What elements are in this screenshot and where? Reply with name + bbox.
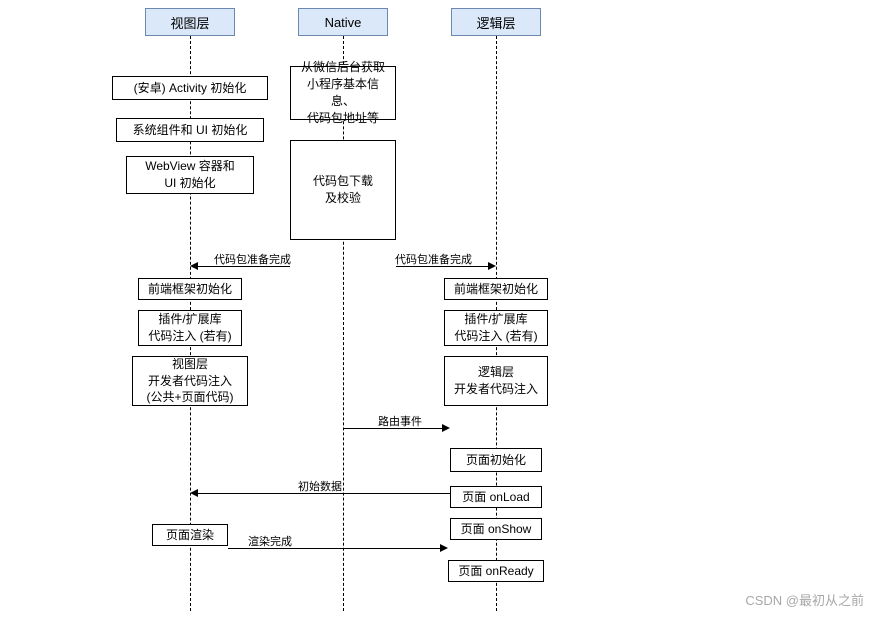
box-fetch-info: 从微信后台获取小程序基本信息、代码包地址等 [290,66,396,120]
watermark: CSDN @最初从之前 [745,590,864,609]
box-line: 逻辑层 [478,365,514,379]
box-line: 开发者代码注入 [454,382,538,396]
box-line: UI 初始化 [164,176,215,190]
box-line: WebView 容器和 [145,159,235,173]
msg-render-done: 渲染完成 [248,533,292,549]
box-activity-init: (安卓) Activity 初始化 [112,76,268,100]
box-line: 代码注入 (若有) [454,329,537,343]
msg-route-event: 路由事件 [378,413,422,429]
box-line: 插件/扩展库 [158,312,221,326]
box-text: 页面 onShow [461,521,532,538]
lane-view: 视图层 [145,8,235,36]
box-text: 页面 onLoad [462,489,529,506]
box-system-ui-init: 系统组件和 UI 初始化 [116,118,264,142]
box-line: 及校验 [325,191,361,205]
box-webview-init: WebView 容器和 UI 初始化 [126,156,254,194]
box-line: 代码注入 (若有) [148,329,231,343]
arrowhead-icon [442,424,450,432]
box-logic-plugin: 插件/扩展库代码注入 (若有) [444,310,548,346]
box-line: 开发者代码注入 [148,374,232,388]
box-logic-fw-init: 前端框架初始化 [444,278,548,300]
box-page-onready: 页面 onReady [448,560,544,582]
msg-pkg-ready-view: 代码包准备完成 [214,251,291,267]
box-download-verify: 代码包下载及校验 [290,140,396,240]
arrowhead-icon [440,544,448,552]
box-page-render: 页面渲染 [152,524,228,546]
box-line: 代码包地址等 [307,111,379,125]
box-page-init: 页面初始化 [450,448,542,472]
arrowhead-icon [488,262,496,270]
box-text: 系统组件和 UI 初始化 [133,122,248,139]
lane-logic: 逻辑层 [451,8,541,36]
box-view-fw-init: 前端框架初始化 [138,278,242,300]
box-line: 视图层 [172,357,208,371]
box-text: (安卓) Activity 初始化 [134,80,247,97]
box-page-onload: 页面 onLoad [450,486,542,508]
box-line: 从微信后台获取 [301,60,385,74]
box-line: (公共+页面代码) [146,390,233,404]
box-text: 前端框架初始化 [148,281,232,298]
box-page-onshow: 页面 onShow [450,518,542,540]
lane-native: Native [298,8,388,36]
box-line: 小程序基本信息、 [307,77,379,108]
box-view-plugin: 插件/扩展库代码注入 (若有) [138,310,242,346]
box-line: 插件/扩展库 [464,312,527,326]
msg-initial-data: 初始数据 [298,478,342,494]
box-text: 页面 onReady [458,563,533,580]
msg-pkg-ready-logic: 代码包准备完成 [395,251,472,267]
arrowhead-icon [190,489,198,497]
box-text: 页面渲染 [166,527,214,544]
arrowhead-icon [190,262,198,270]
box-logic-code-inject: 逻辑层开发者代码注入 [444,356,548,406]
box-line: 代码包下载 [313,174,373,188]
sequence-diagram: 视图层 Native 逻辑层 (安卓) Activity 初始化 系统组件和 U… [0,0,886,621]
box-view-code-inject: 视图层开发者代码注入 (公共+页面代码) [132,356,248,406]
box-text: 前端框架初始化 [454,281,538,298]
box-text: 页面初始化 [466,452,526,469]
